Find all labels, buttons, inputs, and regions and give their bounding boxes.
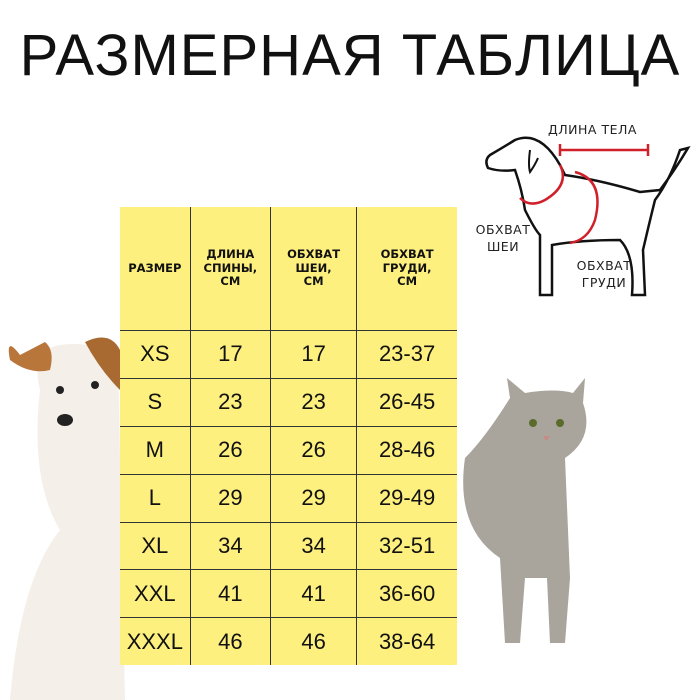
cell-neck-girth: 29: [269, 473, 357, 523]
chest-girth-label: ОБХВАТ ГРУДИ: [576, 258, 632, 290]
cell-back-length: 46: [189, 617, 271, 665]
neck-girth-label: ОБХВАТ ШЕИ: [475, 222, 531, 254]
cell-size: XXL: [120, 569, 191, 618]
cell-size: L: [120, 473, 191, 523]
cell-chest-girth: 26-45: [356, 377, 457, 427]
cell-neck-girth: 23: [269, 377, 357, 427]
cell-neck-girth: 46: [269, 617, 357, 665]
cell-back-length: 17: [189, 329, 271, 379]
cell-chest-girth: 29-49: [356, 473, 457, 523]
cell-back-length: 26: [189, 425, 271, 475]
table-row: M 26 26 28-46: [120, 425, 457, 475]
cat-photo: [463, 378, 587, 643]
header-chest-girth: ОБХВАТ ГРУДИ, СМ: [356, 207, 457, 331]
cell-chest-girth: 23-37: [356, 329, 457, 379]
header-neck-girth: ОБХВАТ ШЕИ, СМ: [269, 207, 357, 331]
header-size: РАЗМЕР: [128, 260, 182, 275]
cell-chest-girth: 28-46: [356, 425, 457, 475]
cell-neck-girth: 41: [269, 569, 357, 618]
table-row: L 29 29 29-49: [120, 473, 457, 523]
table-row: S 23 23 26-45: [120, 377, 457, 427]
cell-back-length: 29: [189, 473, 271, 523]
cell-size: XS: [120, 329, 191, 379]
cell-size: XL: [120, 521, 191, 570]
cell-back-length: 23: [189, 377, 271, 427]
cell-size: S: [120, 377, 191, 427]
header-back-length: ДЛИНА СПИНЫ, СМ: [189, 207, 271, 331]
cell-chest-girth: 38-64: [356, 617, 457, 665]
cell-neck-girth: 26: [269, 425, 357, 475]
table-row: XXL 41 41 36-60: [120, 569, 457, 618]
table-row: XXXL 46 46 38-64: [120, 617, 457, 665]
cell-chest-girth: 32-51: [356, 521, 457, 570]
table-row: XS 17 17 23-37: [120, 329, 457, 379]
cell-size: M: [120, 425, 191, 475]
size-table: РАЗМЕР ДЛИНА СПИНЫ, СМ ОБХВАТ ШЕИ, СМ ОБХВАТ…: [120, 207, 457, 665]
dog-photo: [8, 337, 125, 700]
dog-outline: [485, 136, 691, 297]
table-row: XL 34 34 32-51: [120, 521, 457, 570]
cell-neck-girth: 17: [269, 329, 357, 379]
page-title: РАЗМЕРНАЯ ТАБЛИЦА: [19, 23, 681, 88]
body-length-label: ДЛИНА ТЕЛА: [548, 122, 637, 137]
cell-chest-girth: 36-60: [356, 569, 457, 618]
cell-neck-girth: 34: [269, 521, 357, 570]
cell-size: XXXL: [120, 617, 191, 665]
cell-back-length: 41: [189, 569, 271, 618]
table-header-row: РАЗМЕР ДЛИНА СПИНЫ, СМ ОБХВАТ ШЕИ, СМ ОБХВАТ…: [120, 207, 457, 331]
dog-measurement-diagram: [485, 136, 691, 297]
cell-back-length: 34: [189, 521, 271, 570]
